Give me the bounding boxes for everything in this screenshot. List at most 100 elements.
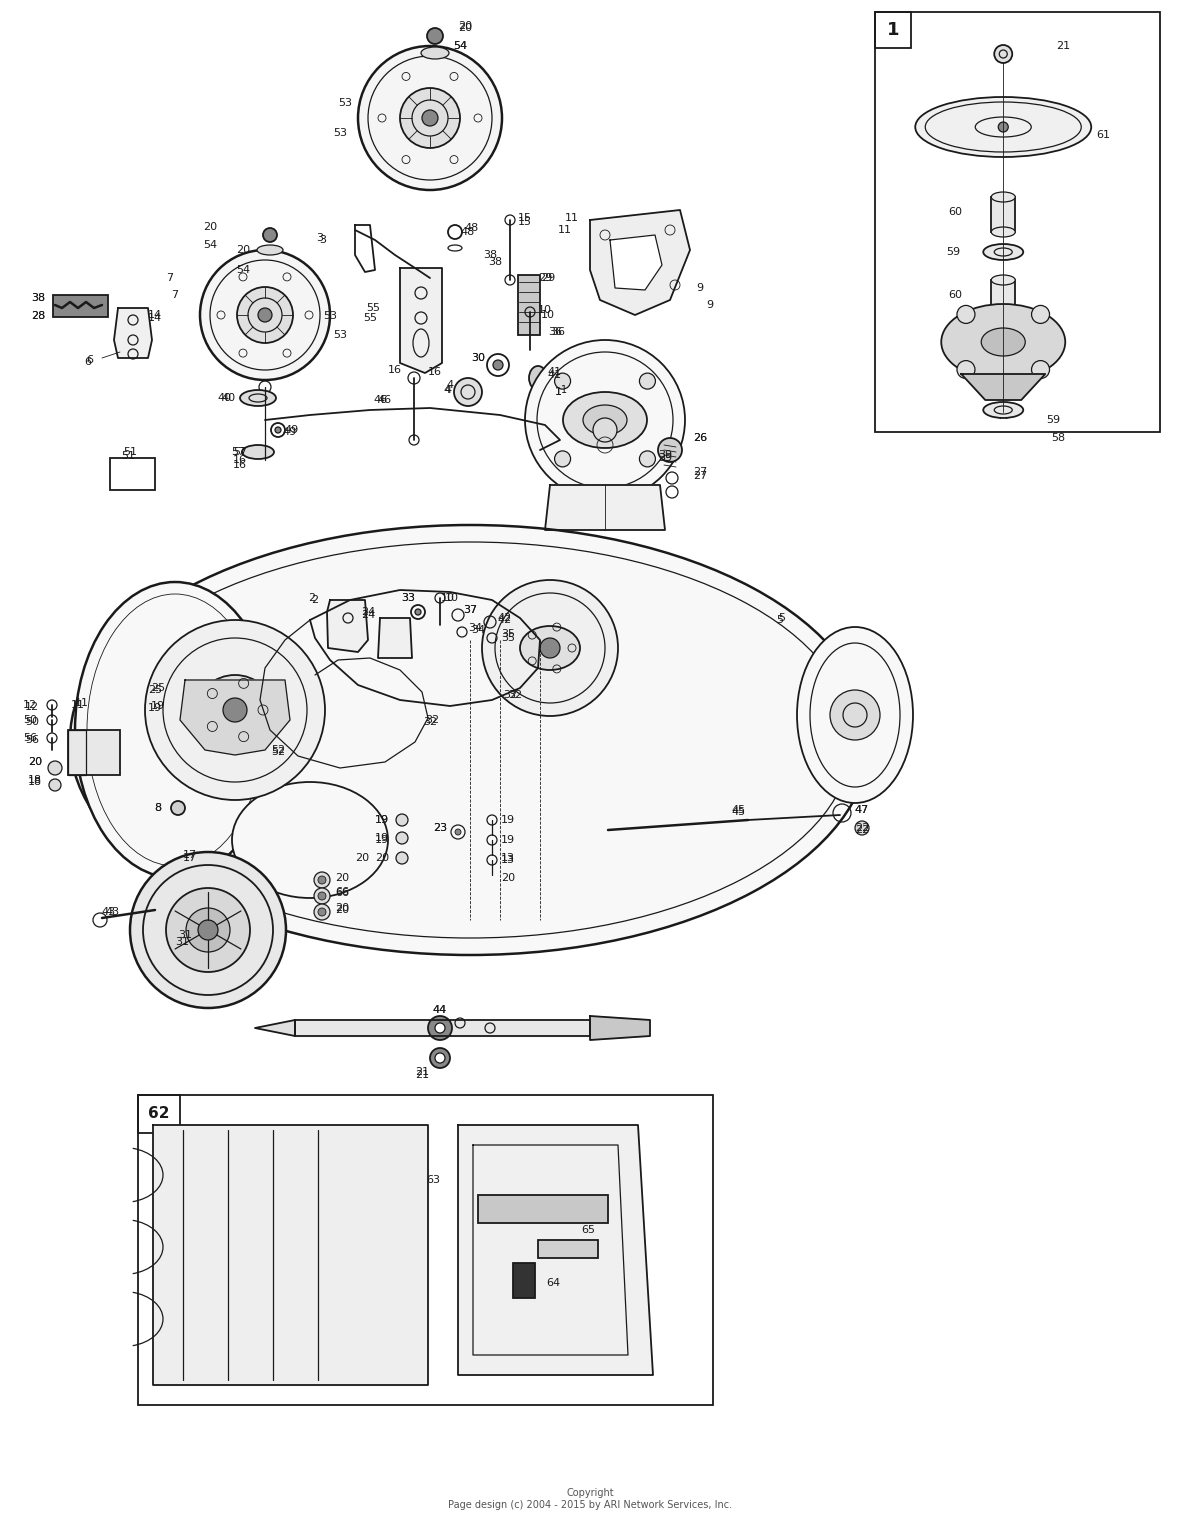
Bar <box>68 730 120 776</box>
Bar <box>538 1240 598 1258</box>
Text: 24: 24 <box>361 609 375 620</box>
Text: 34: 34 <box>471 625 485 635</box>
Text: 5: 5 <box>779 612 786 623</box>
Text: 23: 23 <box>433 823 447 834</box>
Text: 35: 35 <box>502 629 514 638</box>
Circle shape <box>130 852 286 1008</box>
Text: 41: 41 <box>548 370 562 380</box>
Text: 16: 16 <box>232 460 247 470</box>
Ellipse shape <box>520 626 581 670</box>
Text: 13: 13 <box>502 855 514 864</box>
Text: 2: 2 <box>308 592 315 603</box>
Text: 44: 44 <box>433 1005 447 1015</box>
Circle shape <box>957 360 975 379</box>
Text: 20: 20 <box>335 873 349 883</box>
Text: 54: 54 <box>203 240 217 250</box>
Circle shape <box>427 27 442 44</box>
Text: 61: 61 <box>1096 130 1110 140</box>
Circle shape <box>317 876 326 884</box>
Circle shape <box>263 228 277 241</box>
Text: 63: 63 <box>426 1174 440 1185</box>
Circle shape <box>435 1023 445 1032</box>
Ellipse shape <box>916 98 1092 157</box>
Text: 3: 3 <box>320 235 327 244</box>
Bar <box>68 730 86 776</box>
Circle shape <box>957 305 975 324</box>
Polygon shape <box>590 1015 650 1040</box>
Circle shape <box>199 250 330 380</box>
Text: 19: 19 <box>375 834 389 843</box>
Text: 2: 2 <box>312 596 319 605</box>
Circle shape <box>198 919 218 941</box>
Text: 53: 53 <box>333 330 347 341</box>
Text: 14: 14 <box>148 310 162 321</box>
Text: 19: 19 <box>375 835 389 844</box>
Circle shape <box>998 122 1008 131</box>
Polygon shape <box>295 1020 590 1035</box>
Text: 53: 53 <box>337 98 352 108</box>
Text: 21: 21 <box>415 1070 430 1080</box>
Text: 53: 53 <box>333 128 347 137</box>
Text: 58: 58 <box>1051 434 1066 443</box>
Text: 64: 64 <box>546 1278 560 1287</box>
Text: 20: 20 <box>458 23 472 34</box>
Text: 9: 9 <box>696 282 703 293</box>
Text: 56: 56 <box>25 734 39 745</box>
Text: 38: 38 <box>483 250 497 260</box>
Text: 34: 34 <box>468 623 483 634</box>
Ellipse shape <box>421 47 450 60</box>
Text: 37: 37 <box>463 605 477 615</box>
Text: 25: 25 <box>151 683 165 693</box>
Circle shape <box>594 418 617 441</box>
Text: 32: 32 <box>503 690 517 699</box>
Text: 11: 11 <box>76 698 88 709</box>
Text: 39: 39 <box>658 450 673 460</box>
Text: 44: 44 <box>433 1005 447 1015</box>
Circle shape <box>1031 360 1049 379</box>
Text: 20: 20 <box>335 906 349 915</box>
Text: 37: 37 <box>463 605 477 615</box>
Circle shape <box>640 373 655 389</box>
Text: 57: 57 <box>231 447 245 457</box>
Text: 26: 26 <box>693 434 707 443</box>
Circle shape <box>658 438 682 463</box>
Text: 40: 40 <box>221 392 235 403</box>
Text: 17: 17 <box>183 851 197 860</box>
Text: 19: 19 <box>148 702 162 713</box>
Text: 7: 7 <box>166 273 173 282</box>
Text: 17: 17 <box>183 854 197 863</box>
Circle shape <box>48 760 63 776</box>
Text: 55: 55 <box>363 313 376 324</box>
Polygon shape <box>545 486 666 530</box>
Circle shape <box>166 889 250 973</box>
Polygon shape <box>181 680 290 754</box>
Text: 54: 54 <box>236 266 250 275</box>
Text: 22: 22 <box>854 825 870 835</box>
Text: 33: 33 <box>401 592 415 603</box>
Ellipse shape <box>991 228 1015 237</box>
Text: 16: 16 <box>428 366 442 377</box>
Circle shape <box>415 609 421 615</box>
Text: 16: 16 <box>232 455 247 466</box>
Text: 12: 12 <box>25 702 39 712</box>
Circle shape <box>396 832 408 844</box>
Text: 10: 10 <box>445 592 459 603</box>
Text: 16: 16 <box>388 365 402 376</box>
Text: 13: 13 <box>502 854 514 863</box>
Text: 28: 28 <box>31 312 45 321</box>
Text: 12: 12 <box>22 699 37 710</box>
Text: 20: 20 <box>335 902 349 913</box>
Text: 22: 22 <box>854 823 870 834</box>
Text: 20: 20 <box>355 854 369 863</box>
Text: 21: 21 <box>1056 41 1070 50</box>
Text: 29: 29 <box>538 273 552 282</box>
Text: 43: 43 <box>101 907 116 918</box>
Text: 56: 56 <box>22 733 37 744</box>
Text: 47: 47 <box>854 805 870 815</box>
Text: 6: 6 <box>86 354 93 365</box>
Text: 41: 41 <box>548 366 562 377</box>
Circle shape <box>830 690 880 741</box>
Text: 31: 31 <box>175 938 189 947</box>
Bar <box>138 1095 713 1405</box>
Text: 6: 6 <box>85 357 92 366</box>
